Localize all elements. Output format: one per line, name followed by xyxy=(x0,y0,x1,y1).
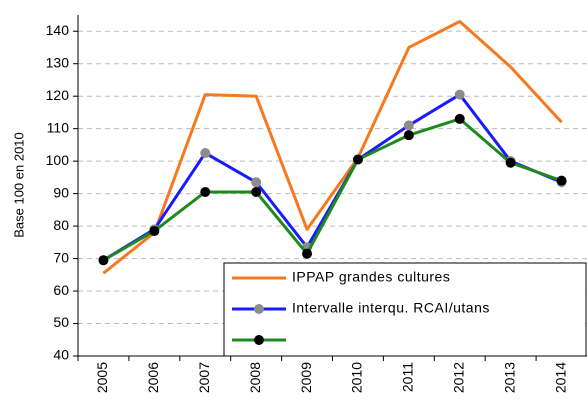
series-line xyxy=(102,117,563,262)
x-tick-label: 2007 xyxy=(196,362,212,393)
y-tick-label: 110 xyxy=(47,119,70,135)
x-tick-label: 2009 xyxy=(298,362,314,393)
y-tick-label: 90 xyxy=(53,184,69,200)
y-tick-label: 50 xyxy=(53,314,69,330)
legend-marker xyxy=(254,304,264,314)
legend-marker xyxy=(254,335,264,345)
x-tick-label: 2006 xyxy=(145,362,161,393)
y-tick-label: 60 xyxy=(53,282,69,298)
series-marker xyxy=(251,186,262,197)
x-tick-label: 2011 xyxy=(400,362,416,392)
legend-label: Intervalle interqu. RCAI/utans xyxy=(292,300,490,316)
series-marker xyxy=(302,248,313,259)
series-line xyxy=(102,19,563,275)
legend-label: IPPAP grandes cultures xyxy=(292,269,450,285)
x-tick-label: 2012 xyxy=(450,362,466,393)
x-tick-label: 2005 xyxy=(94,362,110,393)
x-tick-label: 2010 xyxy=(349,362,365,393)
series-marker xyxy=(251,177,262,188)
series-marker xyxy=(200,186,211,197)
y-axis-label: Base 100 en 2010 xyxy=(11,132,26,238)
y-tick-label: 140 xyxy=(46,22,70,38)
y-tick-label: 100 xyxy=(46,152,70,168)
series-marker xyxy=(403,130,414,141)
series-marker xyxy=(505,157,516,168)
y-tick-label: 70 xyxy=(53,249,69,265)
y-tick-label: 130 xyxy=(46,54,70,70)
series-marker xyxy=(403,120,414,131)
series-marker xyxy=(200,148,211,159)
y-tick-label: 40 xyxy=(53,347,69,363)
series-marker xyxy=(556,175,567,186)
series-marker xyxy=(454,89,465,100)
x-tick-label: 2013 xyxy=(501,362,517,393)
x-tick-label: 2014 xyxy=(552,362,568,393)
y-tick-label: 120 xyxy=(46,87,70,103)
series-marker xyxy=(454,113,465,124)
series-marker xyxy=(98,255,109,266)
series-marker xyxy=(149,225,160,236)
series-marker xyxy=(352,154,363,165)
series-line xyxy=(102,93,563,262)
x-tick-label: 2008 xyxy=(247,362,263,393)
y-tick-label: 80 xyxy=(53,217,69,233)
